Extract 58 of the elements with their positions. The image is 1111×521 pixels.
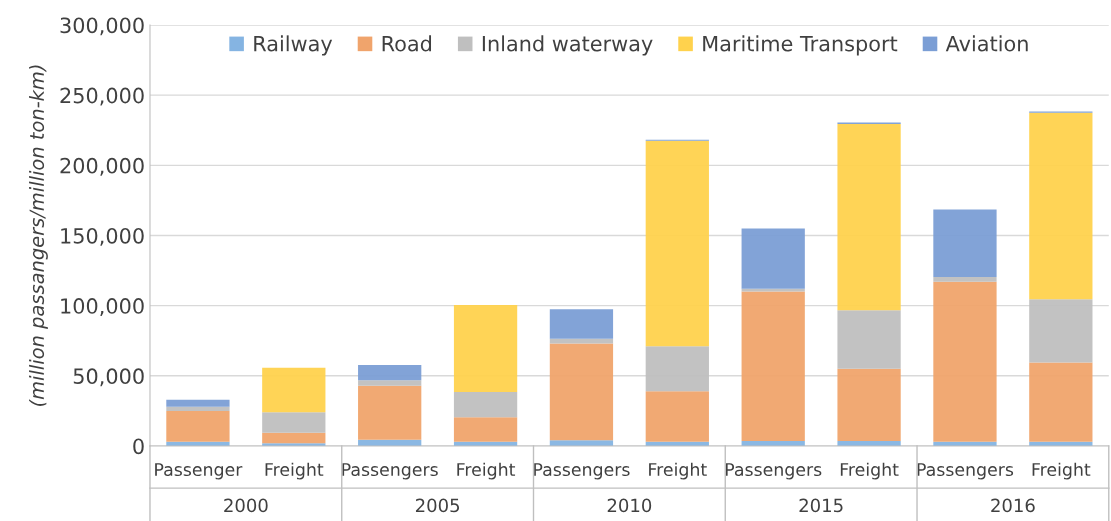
bar [1029,112,1093,300]
x-tick-label: Passengers [534,463,630,480]
bar [549,343,614,441]
y-tick-label: 50,000 [73,368,144,387]
bar [358,365,422,381]
bar [453,304,518,392]
bar [837,310,901,369]
legend-label: Road [382,35,432,52]
bar [933,281,997,442]
bar [262,412,326,433]
bar [645,140,709,347]
text: 2015 [799,498,843,513]
x-tick-label: Freight [840,462,899,480]
x-tick-label: Freight [457,462,516,480]
y-axis-title: (million passangers/million ton-km) [29,65,48,406]
bar [933,276,997,282]
x-tick-label: Freight [649,462,707,480]
bar [262,367,326,413]
bar [741,291,805,442]
y-tick-label: 150,000 [61,227,144,246]
bar [453,417,518,442]
x-tick-label: Freight [265,462,324,480]
x-tick-label: Freight [1032,462,1091,480]
y-tick-label: 200,000 [60,157,144,176]
y-tick-label: 0 [133,438,144,455]
text: 2016 [991,498,1035,513]
x-tick-label: Passengers [342,463,438,480]
legend-label: Railway [254,35,333,56]
bar [549,338,614,344]
bar [358,385,422,440]
text: 2005 [415,498,460,513]
y-tick-label: 250,000 [60,87,144,106]
bar [837,123,901,311]
bar [166,406,230,411]
legend-label: Aviation [945,35,1028,52]
bar [262,432,326,444]
y-tick-label: 300,000 [60,17,144,36]
text: 2000 [224,498,268,513]
bar [166,399,230,407]
y-tick-label: 100,000 [61,298,144,316]
bar [741,228,805,289]
bar [837,368,901,442]
bar [741,288,805,292]
text: 2010 [607,498,652,513]
x-tick-label: Passengers [917,463,1014,480]
bar [166,410,230,442]
x-tick-label: Passengers [725,463,822,480]
bar [549,309,614,339]
bar [358,380,422,386]
bar [645,346,709,392]
bar [933,209,997,277]
bar [453,391,518,418]
bar [645,391,709,442]
x-tick-label: Passenger [155,463,243,480]
legend-label: Maritime Transport [703,35,898,56]
bar [1029,299,1093,363]
legend-label: Inland waterway [482,35,653,56]
bar [1029,362,1093,442]
